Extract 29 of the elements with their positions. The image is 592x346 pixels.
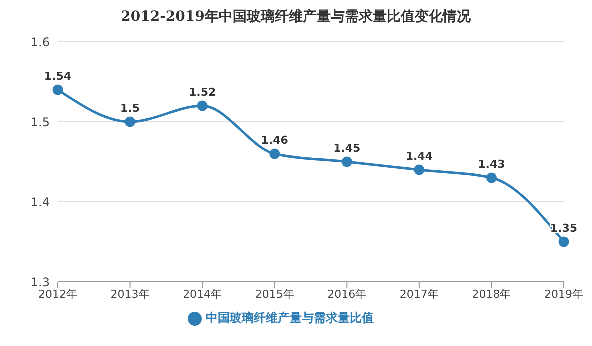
x-tick-label: 2013年 xyxy=(110,288,150,301)
point xyxy=(125,116,136,128)
data-label: 1.5 xyxy=(120,102,140,115)
chart-title: 2012-2019年中国玻璃纤维产量与需求量比值变化情况 xyxy=(120,8,472,26)
x-tick-label: 2012年 xyxy=(38,288,78,301)
x-tick-label: 2014年 xyxy=(183,288,222,301)
x-tick-label: 2019年 xyxy=(544,288,584,301)
point xyxy=(197,100,208,112)
data-label: 1.44 xyxy=(406,150,434,163)
data-label: 1.45 xyxy=(334,142,361,155)
y-tick-label: 1.5 xyxy=(30,115,50,130)
x-tick-label: 2015年 xyxy=(255,288,294,301)
point xyxy=(558,236,570,248)
x-tick-label: 2016年 xyxy=(328,288,367,301)
point xyxy=(52,84,64,96)
x-tick-label: 2018年 xyxy=(472,288,512,301)
data-label: 1.43 xyxy=(478,158,506,171)
point xyxy=(270,148,280,160)
y-tick-label: 1.3 xyxy=(30,275,50,290)
point xyxy=(342,156,352,168)
data-label: 1.46 xyxy=(261,134,289,147)
x-tick-label: 2017年 xyxy=(400,288,439,301)
legend-label: 中国玻璃纤维产量与需求量比值 xyxy=(206,311,374,325)
data-label: 1.52 xyxy=(189,86,216,99)
point xyxy=(486,172,497,184)
y-tick-label: 1.6 xyxy=(30,35,50,50)
y-tick-label: 1.4 xyxy=(30,195,50,210)
point xyxy=(414,164,425,176)
data-label: 1.54 xyxy=(44,70,72,83)
